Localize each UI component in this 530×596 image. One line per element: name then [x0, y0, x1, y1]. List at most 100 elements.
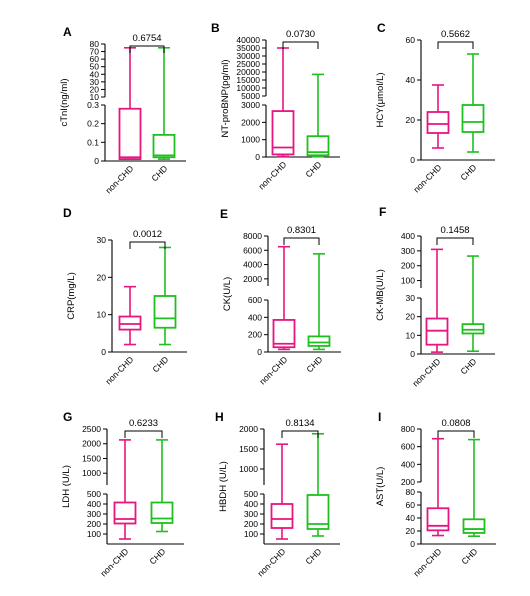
y-tick-label: 40: [406, 513, 416, 523]
p-value-label: 0.8301: [287, 225, 316, 236]
iqr-box: [426, 507, 450, 532]
y-tick-label: 300: [244, 509, 258, 519]
y-tick-label: 0: [101, 347, 106, 357]
y-tick-label: 200: [401, 477, 415, 487]
boxplot-chd: [150, 439, 174, 533]
panel-letter: B: [211, 21, 220, 35]
y-tick-label: 20: [90, 84, 100, 94]
y-tick-label: 800: [401, 424, 415, 434]
significance-bracket: [282, 41, 319, 49]
x-category-label: non-CHD: [410, 356, 442, 388]
iqr-box: [153, 295, 177, 329]
x-category-label: CHD: [303, 546, 323, 566]
y-tick-label: 8000: [243, 231, 262, 241]
x-category-label: CHD: [458, 162, 478, 182]
iqr-box: [306, 494, 330, 530]
y-tick-label: 0.1: [87, 137, 99, 147]
y-tick-label: 80: [90, 39, 100, 49]
significance-bracket: [436, 237, 474, 245]
y-tick-label: 70: [90, 47, 100, 57]
y-tick-label: 0.2: [87, 119, 99, 129]
p-value-label: 0.6233: [129, 418, 158, 429]
p-value-label: 0.0730: [286, 29, 315, 40]
boxplot-non-chd: [118, 285, 142, 346]
boxplot-chd: [306, 73, 330, 158]
panel-letter: F: [379, 205, 386, 219]
y-tick-label: 10000: [236, 83, 260, 93]
significance-bracket: [129, 45, 165, 53]
boxplot-non-chd: [272, 245, 296, 351]
y-tick-label: 1000: [82, 468, 101, 478]
boxplot-non-chd: [270, 443, 294, 540]
boxplot-chd: [153, 246, 177, 346]
x-category-label: non-CHD: [255, 546, 287, 578]
iqr-box: [113, 501, 137, 525]
y-tick-label: 10: [406, 330, 416, 340]
boxplot-non-chd: [426, 84, 450, 149]
y-tick-label: 0: [410, 539, 415, 549]
y-tick-label: 2000: [241, 117, 260, 127]
panel-letter: A: [63, 25, 72, 39]
panel-letter: G: [63, 410, 72, 424]
y-tick-label: 1000: [239, 464, 258, 474]
y-tick-label: 40: [406, 75, 416, 85]
y-tick-label: 300: [87, 509, 101, 519]
panel-letter: I: [378, 410, 381, 424]
y-tick-label: 500: [244, 489, 258, 499]
p-value-label: 0.0012: [133, 229, 162, 240]
y-tick-label: 1000: [241, 135, 260, 145]
y-tick-label: 20: [406, 526, 416, 536]
y-tick-label: 0.3: [87, 100, 99, 110]
boxplot-non-chd: [426, 437, 450, 537]
y-tick-label: 200: [401, 261, 415, 271]
panel-letter: E: [220, 207, 228, 221]
x-category-label: CHD: [459, 546, 479, 566]
panel-letter: H: [215, 410, 224, 424]
iqr-box: [306, 135, 330, 157]
iqr-box: [425, 317, 449, 346]
y-tick-label: 0: [255, 152, 260, 162]
x-category-label: CHD: [458, 356, 478, 376]
x-category-label: non-CHD: [98, 546, 130, 578]
iqr-box: [271, 110, 295, 156]
y-tick-label: 30: [90, 77, 100, 87]
y-tick-label: 100: [244, 529, 258, 539]
boxplot-non-chd: [425, 248, 449, 353]
y-tick-label: 5000: [241, 91, 260, 101]
y-tick-label: 30000: [236, 51, 260, 61]
y-tick-label: 4000: [243, 260, 262, 270]
iqr-box: [462, 518, 486, 534]
boxplot-non-chd: [113, 439, 137, 540]
iqr-box: [118, 315, 142, 331]
y-tick-label: 3000: [241, 100, 260, 110]
significance-bracket: [129, 241, 166, 249]
y-tick-label: 200: [244, 519, 258, 529]
y-tick-label: 30: [97, 235, 107, 245]
y-axis-title: HBDH (U/L): [218, 461, 229, 512]
x-category-label: CHD: [149, 163, 169, 183]
y-tick-label: 400: [401, 459, 415, 469]
y-axis-title: CK-MB(U/L): [375, 269, 386, 321]
p-value-label: 0.8134: [285, 418, 314, 429]
y-tick-label: 400: [244, 499, 258, 509]
p-value-label: 0.1458: [440, 225, 469, 236]
y-tick-label: 2500: [82, 424, 101, 434]
y-axis-title: HCY(μmol/L): [375, 72, 386, 127]
iqr-box: [461, 323, 485, 335]
y-axis-title: LDH (U/L): [61, 465, 72, 508]
y-axis-title: cTnI(ng/ml): [59, 78, 70, 126]
y-tick-label: 20000: [236, 67, 260, 77]
boxplot-non-chd: [118, 46, 142, 161]
y-tick-label: 600: [248, 295, 262, 305]
y-tick-label: 60: [406, 500, 416, 510]
boxplot-chd: [307, 253, 331, 351]
y-tick-label: 1500: [82, 453, 101, 463]
y-tick-label: 80: [406, 487, 416, 497]
boxplot-chd: [461, 255, 485, 353]
y-tick-label: 0: [410, 349, 415, 359]
x-category-label: CHD: [304, 354, 324, 374]
y-tick-label: 0: [410, 155, 415, 165]
y-tick-label: 40000: [236, 35, 260, 45]
iqr-box: [152, 133, 176, 159]
iqr-box: [426, 111, 450, 134]
